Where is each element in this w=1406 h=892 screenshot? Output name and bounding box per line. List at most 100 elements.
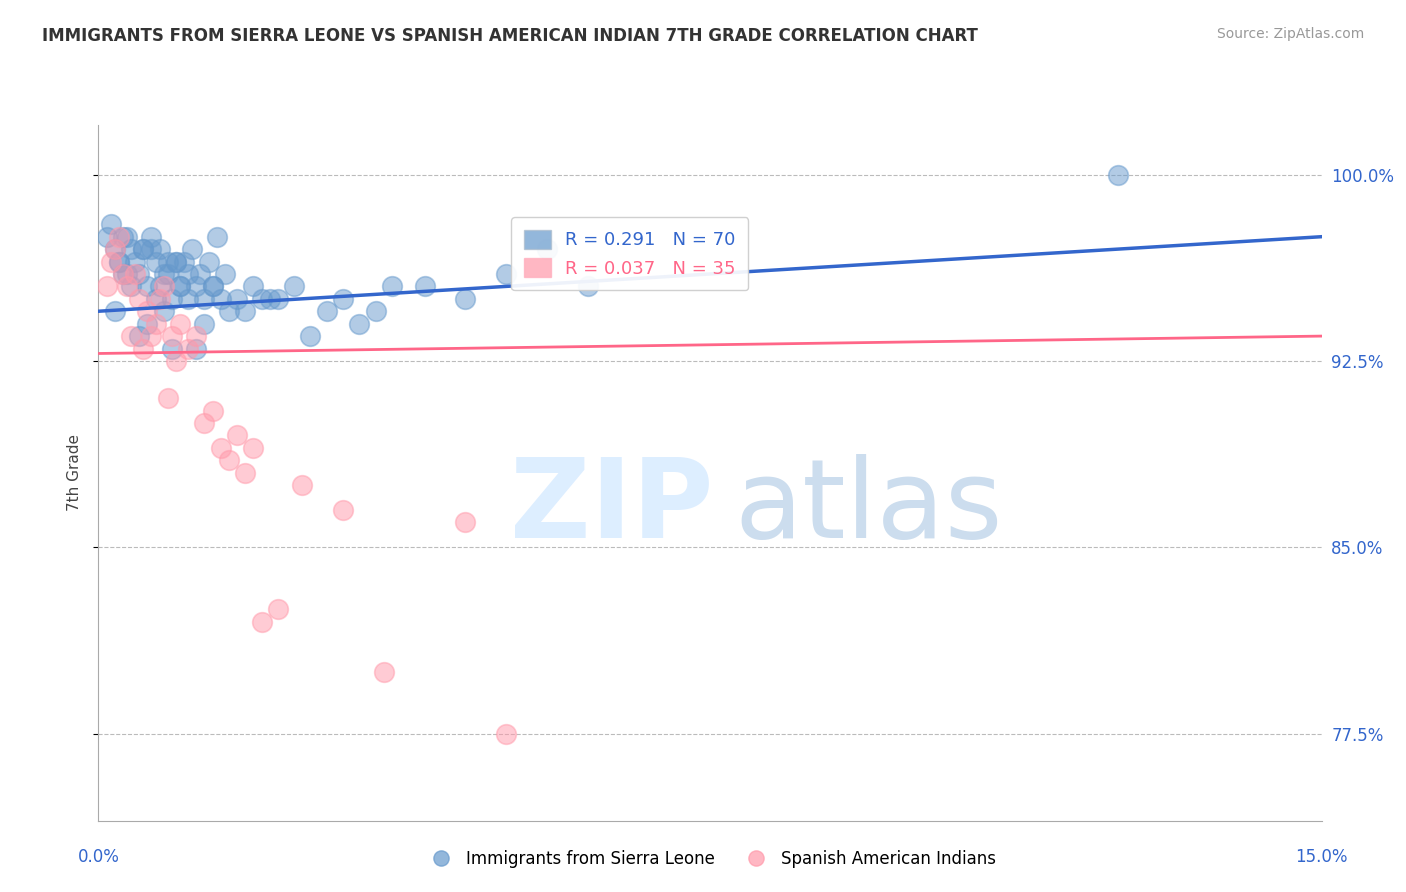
Point xyxy=(186,279,208,293)
Point xyxy=(120,242,142,256)
Text: ZIP: ZIP xyxy=(510,454,714,561)
Point xyxy=(242,441,264,455)
Point xyxy=(96,279,118,293)
Point xyxy=(169,279,191,293)
Point xyxy=(209,441,232,455)
Point xyxy=(152,304,174,318)
Point xyxy=(201,279,224,293)
Point xyxy=(188,267,212,281)
Point xyxy=(104,304,127,318)
Point xyxy=(214,267,236,281)
Point xyxy=(177,267,200,281)
Point xyxy=(267,602,290,616)
Text: 15.0%: 15.0% xyxy=(1295,848,1348,866)
Point xyxy=(128,267,150,281)
Point xyxy=(115,267,138,281)
Point xyxy=(177,342,200,356)
Point xyxy=(193,292,215,306)
Point xyxy=(120,279,142,293)
Point xyxy=(181,242,204,256)
Text: Source: ZipAtlas.com: Source: ZipAtlas.com xyxy=(1216,27,1364,41)
Point xyxy=(111,267,134,281)
Point xyxy=(226,292,249,306)
Point xyxy=(104,242,127,256)
Point xyxy=(536,242,558,256)
Point xyxy=(100,254,122,268)
Point xyxy=(193,416,215,430)
Point xyxy=(132,242,155,256)
Point xyxy=(115,229,138,244)
Point xyxy=(128,292,150,306)
Point xyxy=(156,254,179,268)
Point xyxy=(349,317,371,331)
Text: IMMIGRANTS FROM SIERRA LEONE VS SPANISH AMERICAN INDIAN 7TH GRADE CORRELATION CH: IMMIGRANTS FROM SIERRA LEONE VS SPANISH … xyxy=(42,27,979,45)
Point xyxy=(149,242,172,256)
Point xyxy=(226,428,249,442)
Point xyxy=(152,279,174,293)
Point xyxy=(233,304,256,318)
Point xyxy=(576,279,599,293)
Point xyxy=(108,229,131,244)
Point xyxy=(1107,168,1129,182)
Point xyxy=(120,329,142,343)
Point xyxy=(299,329,322,343)
Point xyxy=(108,254,131,268)
Point xyxy=(250,292,273,306)
Point xyxy=(233,466,256,480)
Point xyxy=(160,342,183,356)
Point xyxy=(332,292,354,306)
Y-axis label: 7th Grade: 7th Grade xyxy=(66,434,82,511)
Point xyxy=(373,665,395,679)
Point xyxy=(177,292,200,306)
Point xyxy=(149,279,172,293)
Point xyxy=(186,329,208,343)
Point xyxy=(315,304,337,318)
Point xyxy=(259,292,281,306)
Point xyxy=(413,279,436,293)
Point xyxy=(283,279,305,293)
Point xyxy=(218,453,240,467)
Point xyxy=(218,304,240,318)
Point xyxy=(205,229,228,244)
Point xyxy=(197,254,219,268)
Point xyxy=(242,279,264,293)
Point xyxy=(201,403,224,417)
Text: atlas: atlas xyxy=(735,454,1004,561)
Point xyxy=(149,292,172,306)
Point xyxy=(136,317,159,331)
Point xyxy=(454,516,477,530)
Point xyxy=(136,304,159,318)
Point xyxy=(165,354,187,368)
Point xyxy=(156,391,179,405)
Point xyxy=(145,254,167,268)
Point xyxy=(169,279,191,293)
Text: 0.0%: 0.0% xyxy=(77,848,120,866)
Point xyxy=(141,229,163,244)
Point xyxy=(495,727,517,741)
Point xyxy=(132,342,155,356)
Point xyxy=(145,292,167,306)
Point xyxy=(100,217,122,231)
Point xyxy=(104,242,127,256)
Point xyxy=(267,292,290,306)
Point xyxy=(495,267,517,281)
Point xyxy=(156,267,179,281)
Point xyxy=(152,267,174,281)
Point xyxy=(96,229,118,244)
Point xyxy=(364,304,387,318)
Point xyxy=(169,317,191,331)
Point xyxy=(124,267,146,281)
Point xyxy=(141,329,163,343)
Point xyxy=(145,317,167,331)
Point xyxy=(381,279,404,293)
Point xyxy=(332,503,354,517)
Point xyxy=(124,254,146,268)
Point xyxy=(250,615,273,629)
Point xyxy=(160,329,183,343)
Point xyxy=(141,242,163,256)
Point xyxy=(454,292,477,306)
Point xyxy=(108,254,131,268)
Legend: Immigrants from Sierra Leone, Spanish American Indians: Immigrants from Sierra Leone, Spanish Am… xyxy=(418,844,1002,875)
Point xyxy=(165,254,187,268)
Point xyxy=(173,254,195,268)
